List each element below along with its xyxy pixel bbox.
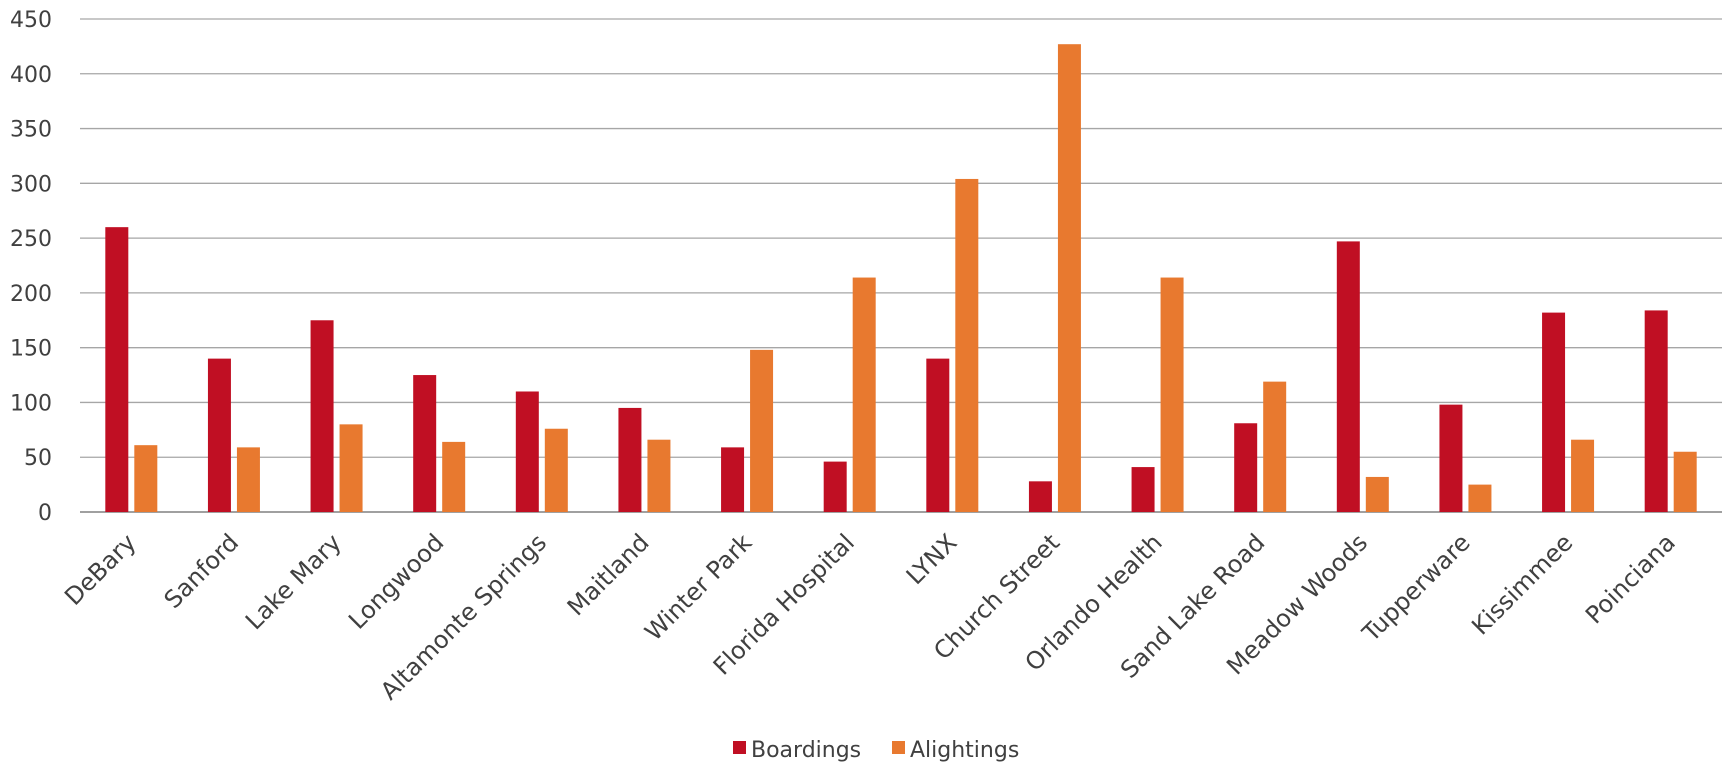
- y-axis: 0 50 100 150 200 250 300 350 400 450: [10, 8, 52, 526]
- x-tick-label: Longwood: [343, 528, 449, 634]
- y-tick-label: 200: [10, 282, 52, 307]
- x-tick-label: DeBary: [59, 528, 141, 610]
- bar-alightings-tupperware: [1468, 484, 1492, 512]
- bar-alightings-orlando-health: [1160, 277, 1184, 512]
- y-tick-label: 100: [10, 391, 52, 416]
- bar-alightings-altamonte-springs: [544, 428, 568, 512]
- y-tick-label: 450: [10, 8, 52, 33]
- bar-alightings-longwood: [442, 441, 466, 512]
- bar-boardings-lynx: [926, 358, 950, 512]
- bar-boardings-sanford: [207, 358, 231, 512]
- bar-boardings-poinciana: [1644, 310, 1668, 512]
- x-tick-label: Maitland: [562, 528, 655, 621]
- bar-alightings-florida-hospital: [852, 277, 876, 512]
- y-tick-label: 50: [24, 446, 52, 471]
- y-tick-label: 350: [10, 118, 52, 143]
- y-tick-label: 150: [10, 337, 52, 362]
- y-tick-label: 400: [10, 63, 52, 88]
- bar-boardings-sand-lake-road: [1234, 423, 1258, 512]
- bar-alightings-maitland: [647, 439, 671, 512]
- y-tick-label: 250: [10, 227, 52, 252]
- legend-label-alightings: Alightings: [910, 738, 1019, 763]
- y-tick-label: 0: [38, 501, 52, 526]
- x-tick-label: Kissimmee: [1466, 528, 1578, 640]
- bar-boardings-winter-park: [721, 447, 745, 512]
- bar-boardings-church-street: [1028, 481, 1052, 512]
- bar-alightings-winter-park: [750, 349, 774, 512]
- bar-boardings-maitland: [618, 407, 642, 512]
- bar-boardings-meadow-woods: [1336, 241, 1360, 513]
- legend-label-boardings: Boardings: [751, 738, 861, 763]
- bar-boardings-lake-mary: [310, 320, 334, 512]
- x-tick-label: Poinciana: [1580, 528, 1681, 629]
- bars: [105, 44, 1697, 513]
- y-tick-label: 300: [10, 172, 52, 197]
- bar-alightings-lake-mary: [339, 424, 363, 512]
- bar-alightings-sanford: [236, 447, 260, 512]
- bar-boardings-altamonte-springs: [515, 391, 539, 512]
- bar-alightings-sand-lake-road: [1263, 381, 1287, 512]
- bar-alightings-meadow-woods: [1365, 476, 1389, 512]
- x-tick-label: Altamonte Springs: [375, 528, 552, 705]
- legend-swatch-alightings: [892, 741, 905, 754]
- x-tick-label: Lake Mary: [240, 528, 347, 635]
- x-tick-label: Tupperware: [1356, 528, 1475, 647]
- x-tick-label: Sanford: [159, 528, 245, 614]
- legend: Boardings Alightings: [733, 738, 1019, 763]
- bar-boardings-kissimmee: [1542, 312, 1566, 512]
- bar-boardings-debary: [105, 227, 129, 512]
- bar-alightings-poinciana: [1673, 451, 1697, 512]
- bar-boardings-florida-hospital: [823, 461, 847, 512]
- x-tick-label: LYNX: [901, 528, 963, 590]
- bar-alightings-church-street: [1057, 44, 1081, 512]
- bar-boardings-tupperware: [1439, 404, 1463, 512]
- bar-boardings-orlando-health: [1131, 467, 1155, 512]
- bar-alightings-debary: [134, 445, 158, 512]
- bar-alightings-lynx: [955, 178, 979, 512]
- legend-swatch-boardings: [733, 741, 746, 754]
- bar-alightings-kissimmee: [1571, 439, 1595, 512]
- bar-boardings-longwood: [413, 375, 437, 512]
